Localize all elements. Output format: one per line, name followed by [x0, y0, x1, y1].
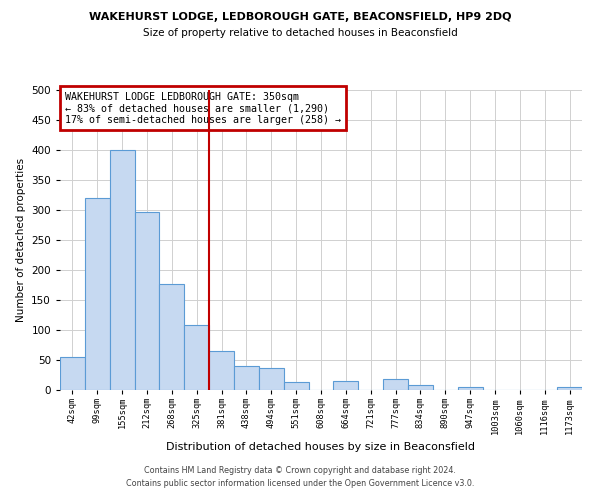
Text: Contains HM Land Registry data © Crown copyright and database right 2024.
Contai: Contains HM Land Registry data © Crown c… [126, 466, 474, 487]
Bar [85, 198, 110, 390]
Bar [134, 212, 160, 390]
Bar [334, 381, 358, 390]
Bar [259, 368, 284, 390]
Bar [408, 384, 433, 390]
Text: WAKEHURST LODGE LEDBOROUGH GATE: 350sqm
← 83% of detached houses are smaller (1,: WAKEHURST LODGE LEDBOROUGH GATE: 350sqm … [65, 92, 341, 124]
Y-axis label: Number of detached properties: Number of detached properties [16, 158, 26, 322]
Bar [284, 382, 308, 390]
Text: Size of property relative to detached houses in Beaconsfield: Size of property relative to detached ho… [143, 28, 457, 38]
Text: WAKEHURST LODGE, LEDBOROUGH GATE, BEACONSFIELD, HP9 2DQ: WAKEHURST LODGE, LEDBOROUGH GATE, BEACON… [89, 12, 511, 22]
Bar [234, 366, 259, 390]
Bar [458, 387, 482, 390]
Bar [383, 379, 408, 390]
Bar [60, 357, 85, 390]
Bar [110, 150, 134, 390]
Bar [557, 387, 582, 390]
Bar [209, 351, 234, 390]
Bar [160, 284, 184, 390]
X-axis label: Distribution of detached houses by size in Beaconsfield: Distribution of detached houses by size … [167, 442, 476, 452]
Bar [184, 325, 209, 390]
